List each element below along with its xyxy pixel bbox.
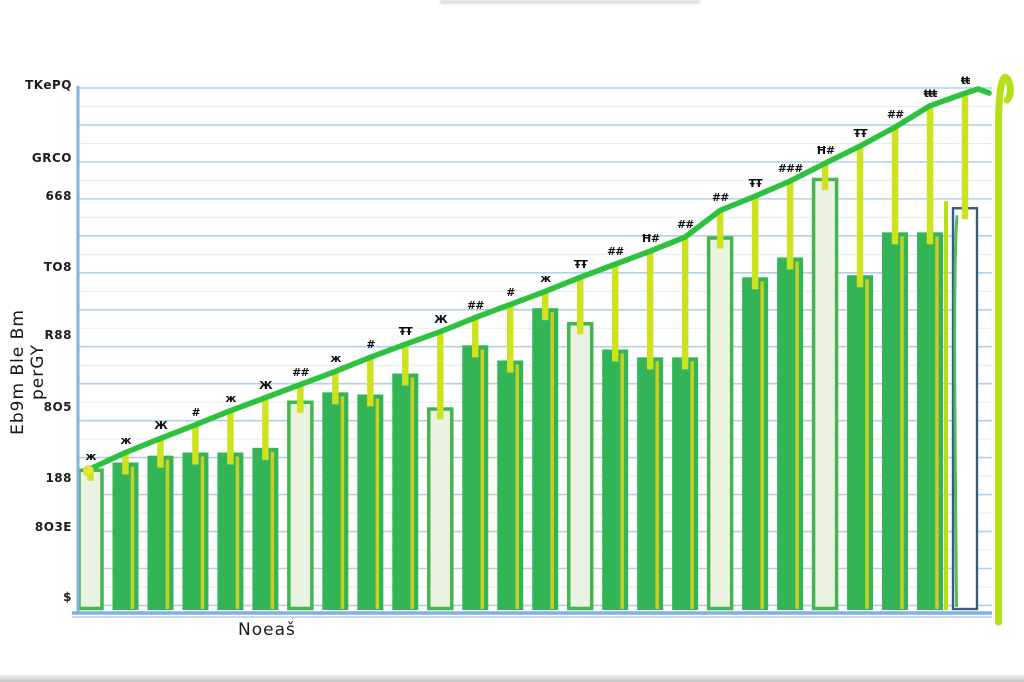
bar (917, 232, 944, 610)
bar (252, 447, 279, 610)
bar (147, 455, 174, 610)
point-label: ж (225, 391, 236, 405)
y-tick-label: GRCO (31, 151, 72, 165)
bar (462, 345, 489, 610)
point-label: ж (540, 272, 551, 286)
y-tick-label: TO8 (43, 260, 72, 274)
trend-line (87, 86, 992, 472)
edge-artifact-bottom (0, 675, 1024, 682)
y-tick-label: 188 (45, 471, 72, 485)
bar (77, 468, 104, 611)
point-label: ## (676, 218, 694, 232)
point-label: ж (85, 449, 97, 463)
line-start-marker (83, 465, 94, 477)
bar (811, 177, 839, 611)
point-label: Ж (154, 419, 168, 433)
point-label: ## (886, 108, 904, 122)
bar (566, 322, 594, 611)
bar (112, 462, 139, 610)
bar-accent-stroke (953, 215, 959, 608)
point-label: ŦŦ (398, 325, 413, 339)
point-label: ŧŧ (960, 74, 970, 88)
bar (882, 232, 909, 610)
point-label: Ж (434, 312, 448, 326)
bar (217, 452, 244, 610)
bar (777, 257, 804, 610)
bar (847, 275, 874, 610)
bar (742, 277, 769, 610)
y-tick-label: $ (63, 590, 72, 604)
bar (637, 357, 664, 610)
right-hook-stroke (995, 73, 1014, 626)
bar (392, 373, 419, 610)
x-axis-label: Noeaš (238, 620, 296, 640)
point-label: Ж (259, 378, 273, 392)
bar (706, 236, 734, 611)
bar (357, 394, 384, 610)
point-label: ### (777, 162, 804, 176)
point-label: Ħ# (816, 144, 835, 158)
y-tick-label: TKePQ (25, 78, 72, 92)
point-label: # (366, 338, 375, 352)
point-label: ## (606, 245, 624, 259)
bar (602, 349, 629, 610)
bar (672, 357, 699, 610)
bar (287, 400, 314, 611)
point-label: ж (120, 433, 131, 447)
point-label: ## (292, 365, 309, 379)
y-tick-label: 668 (45, 189, 72, 203)
y-tick-label: 8O5 (43, 400, 72, 414)
y-tick-label: R88 (44, 328, 72, 342)
bar (182, 452, 209, 610)
edge-artifact-top (440, 0, 700, 4)
point-label: ## (467, 298, 484, 312)
bar (322, 392, 349, 610)
point-label: # (191, 405, 200, 419)
point-label: ## (711, 191, 729, 205)
bar (497, 360, 524, 610)
point-label: Ħ# (641, 232, 660, 246)
y-tick-label: 8O3E (34, 520, 72, 534)
bar (427, 407, 454, 611)
point-label: ŧŧŧ (923, 86, 938, 100)
bar (532, 308, 559, 610)
point-label: # (506, 285, 515, 299)
point-label: ŦŦ (748, 177, 763, 191)
point-label: ŦŦ (573, 258, 588, 272)
point-label: ж (330, 352, 341, 366)
y-axis-title: Eb9m Ble Bm perGY (8, 309, 48, 435)
point-label: ŦŦ (853, 127, 868, 141)
